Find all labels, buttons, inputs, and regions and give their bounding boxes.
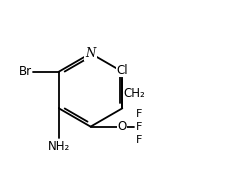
Text: F: F xyxy=(135,122,142,132)
Text: O: O xyxy=(117,120,126,133)
Text: CH₂: CH₂ xyxy=(123,87,144,100)
Text: Cl: Cl xyxy=(116,64,128,77)
Text: F: F xyxy=(135,109,142,119)
Text: F: F xyxy=(135,135,142,145)
Text: N: N xyxy=(85,47,95,60)
Text: Br: Br xyxy=(19,65,32,78)
Text: NH₂: NH₂ xyxy=(48,140,70,153)
